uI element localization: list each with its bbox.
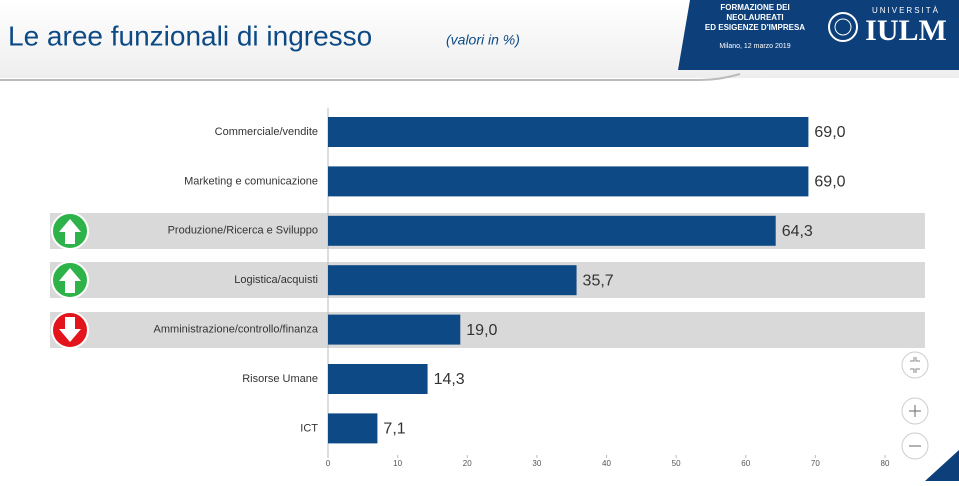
zoom-fit[interactable] <box>901 351 929 379</box>
bar <box>328 166 809 197</box>
x-tick-label: 0 <box>326 459 331 468</box>
chart-subtitle: (valori in %) <box>446 32 520 48</box>
category-label: Produzione/Ricerca e Sviluppo <box>168 225 318 237</box>
value-label: 7,1 <box>383 421 405 438</box>
value-label: 69,0 <box>814 174 845 191</box>
category-label: Risorse Umane <box>242 373 318 385</box>
category-label: Commerciale/vendite <box>215 126 318 138</box>
x-tick-label: 70 <box>811 459 820 468</box>
trend-up <box>51 261 89 299</box>
x-tick-label: 30 <box>532 459 541 468</box>
x-tick-label: 60 <box>741 459 750 468</box>
x-tick-label: 40 <box>602 459 611 468</box>
x-tick-label: 10 <box>393 459 402 468</box>
row-highlight <box>50 312 925 348</box>
bar <box>328 364 428 394</box>
bar <box>328 215 776 246</box>
x-tick-label: 80 <box>881 459 890 468</box>
category-label: ICT <box>300 422 318 434</box>
category-label: Amministrazione/controllo/finanza <box>154 324 319 336</box>
trend-up <box>51 212 89 250</box>
chart-title: Le aree funzionali di ingresso <box>8 20 372 51</box>
logo-top: UNIVERSITÀ <box>872 6 940 15</box>
trend-down <box>51 311 89 349</box>
value-label: 69,0 <box>814 124 845 141</box>
x-tick-label: 50 <box>672 459 681 468</box>
bar <box>328 314 461 345</box>
corner <box>925 450 959 481</box>
header-rule <box>0 73 741 81</box>
value-label: 19,0 <box>466 322 497 339</box>
banner-bg <box>678 0 959 70</box>
banner-line: FORMAZIONE DEI <box>720 3 789 12</box>
zoom-in[interactable] <box>901 397 929 425</box>
banner-line: ED ESIGENZE D'IMPRESA <box>705 23 805 32</box>
logo: IULM <box>865 14 947 47</box>
zoom-out[interactable] <box>901 432 929 460</box>
bar <box>328 413 378 444</box>
x-tick-label: 20 <box>463 459 472 468</box>
value-label: 14,3 <box>434 371 465 388</box>
category-label: Marketing e comunicazione <box>184 175 318 187</box>
logo-seal <box>828 12 858 42</box>
banner-date: Milano, 12 marzo 2019 <box>719 43 790 50</box>
bar <box>328 265 577 296</box>
banner-line: NEOLAUREATI <box>726 13 783 22</box>
value-label: 35,7 <box>583 272 614 289</box>
logo-seal-inner <box>834 18 852 36</box>
value-label: 64,3 <box>782 223 813 240</box>
category-label: Logistica/acquisti <box>234 274 318 286</box>
bar <box>328 117 809 147</box>
